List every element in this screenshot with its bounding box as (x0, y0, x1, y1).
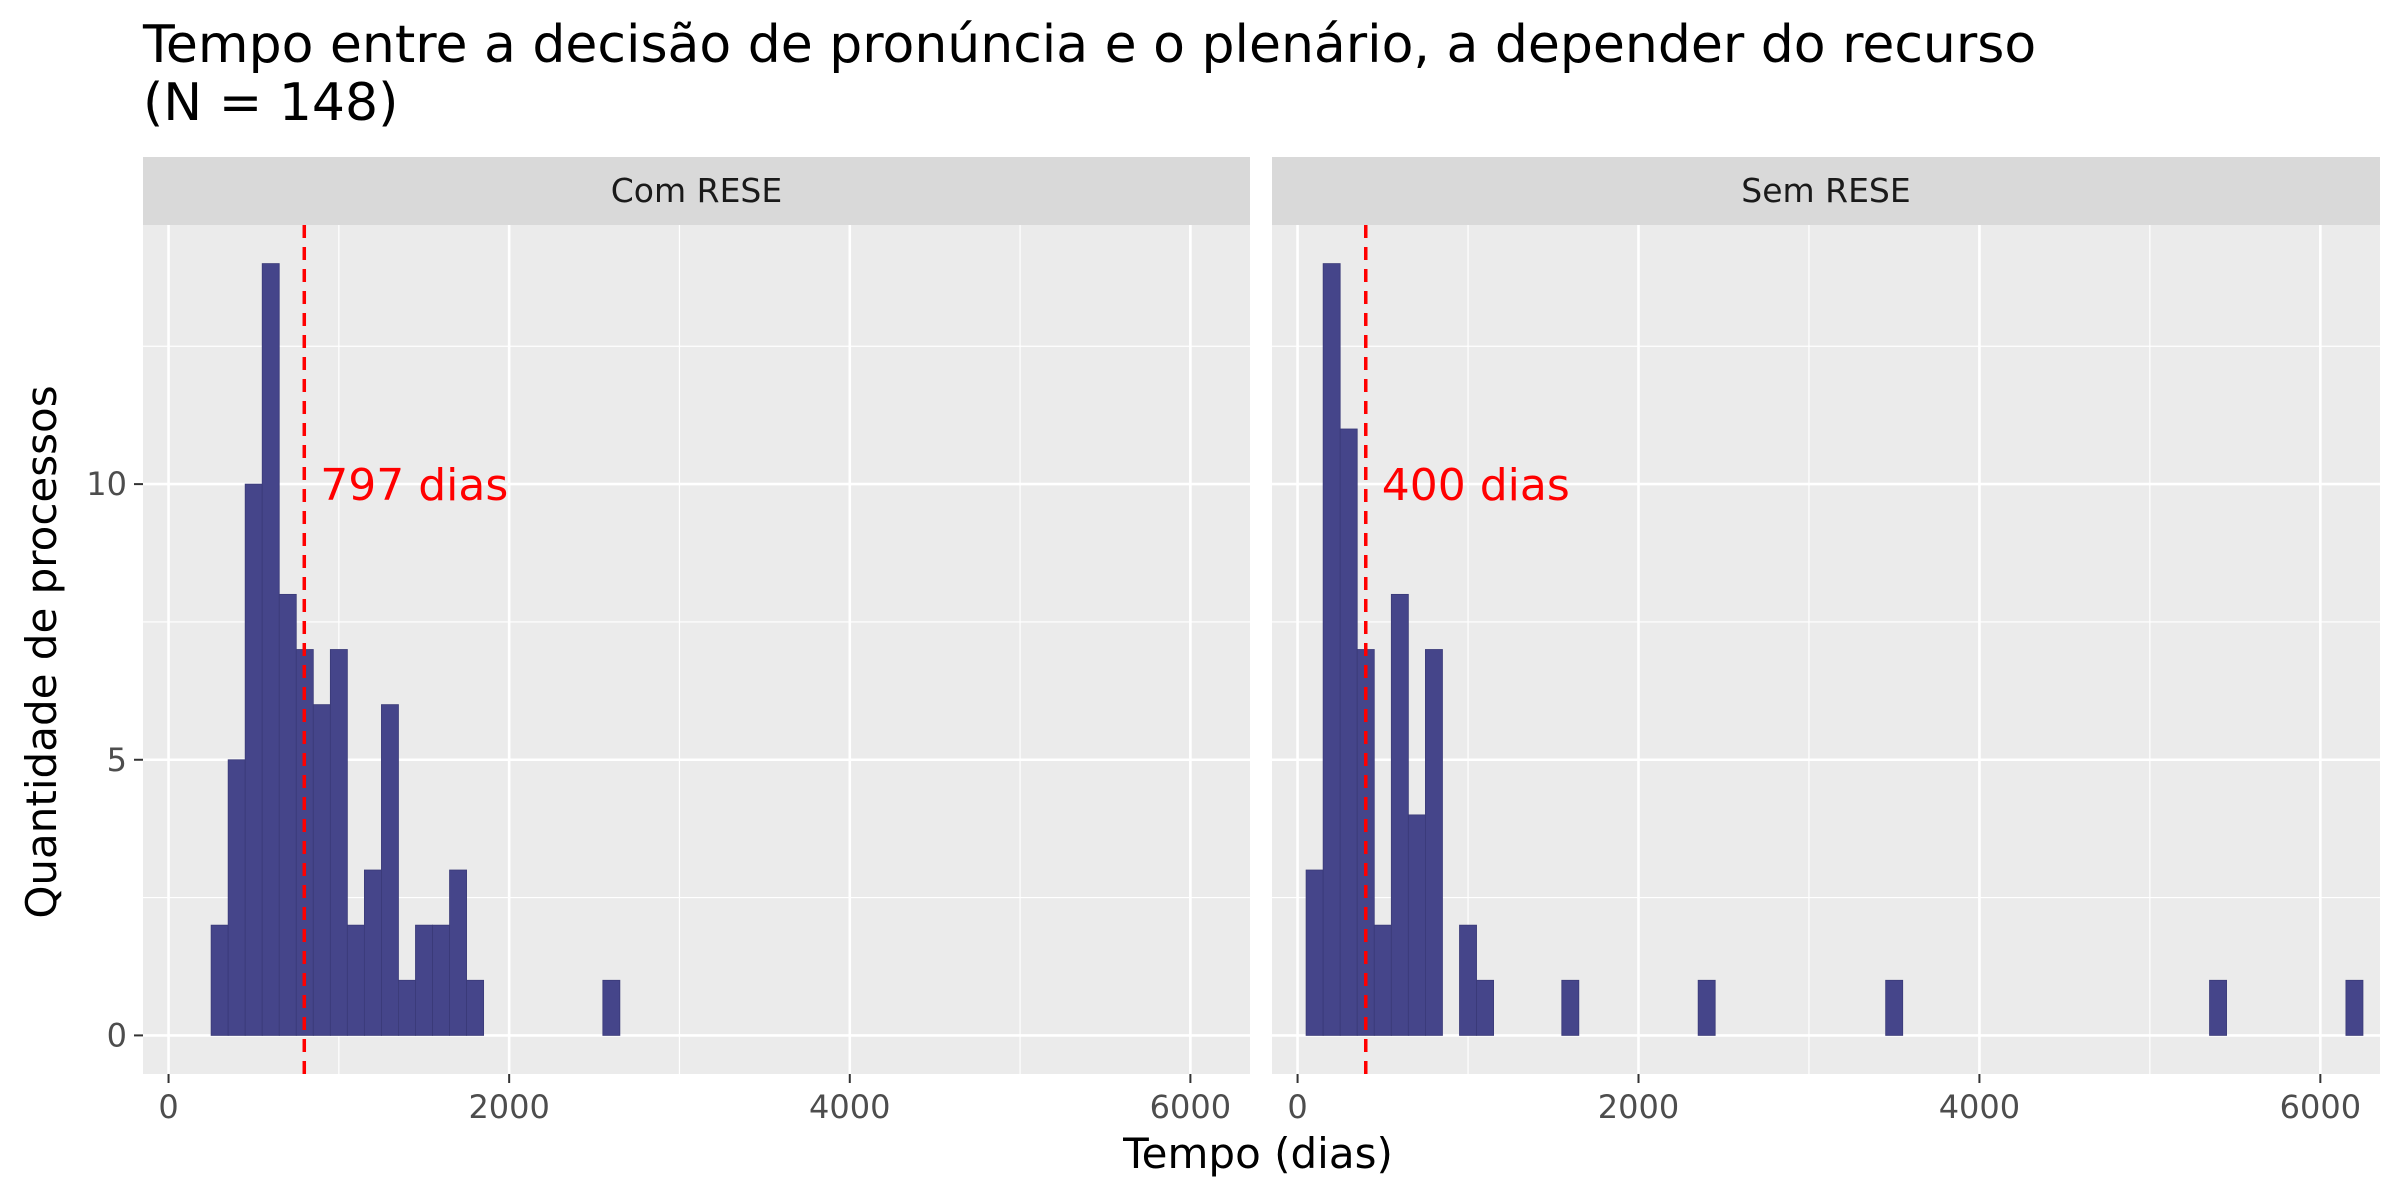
panel-com-rese: Com RESE 797 dias 0 2000 4000 6000 0 5 10 (86, 157, 1250, 1126)
histogram-bar (227, 759, 246, 1036)
y-tick-label: 0 (107, 1016, 127, 1054)
median-annotation: 797 dias (320, 460, 508, 511)
facet-strip (143, 157, 1250, 225)
x-tick-label: 6000 (1150, 1088, 1231, 1126)
x-axis-title: Tempo (dias) (1122, 1129, 1393, 1178)
histogram-bar (1407, 814, 1426, 1036)
histogram-bar (363, 869, 382, 1036)
histogram-bar (1561, 979, 1580, 1036)
x-tick-label: 4000 (1939, 1088, 2020, 1126)
chart-title: Tempo entre a decisão de pronúncia e o p… (142, 15, 2036, 75)
x-tick-label: 4000 (809, 1088, 890, 1126)
x-tick-label: 6000 (2280, 1088, 2361, 1126)
histogram-bar (381, 704, 399, 1036)
histogram-bar (1322, 263, 1341, 1036)
histogram-bar (1390, 593, 1409, 1036)
histogram-bar (1697, 979, 1716, 1036)
histogram-bar (329, 649, 348, 1036)
histogram-bar (602, 979, 621, 1036)
histogram-bar (278, 593, 297, 1036)
histogram-bar (449, 869, 467, 1036)
histogram-bar (261, 263, 280, 1036)
histogram-bar (466, 979, 485, 1036)
histogram-bar (312, 704, 331, 1036)
panel-sem-rese: Sem RESE 400 dias 0 2000 4000 6000 (1272, 157, 2380, 1126)
histogram-bar (2345, 979, 2364, 1036)
chart-subtitle: (N = 148) (143, 73, 398, 133)
x-tick-label: 2000 (468, 1088, 549, 1126)
histogram-bar (1339, 428, 1358, 1036)
x-tick-label: 2000 (1598, 1088, 1679, 1126)
histogram-bar (244, 483, 263, 1036)
histogram-bar (210, 924, 229, 1036)
median-annotation: 400 dias (1382, 460, 1570, 511)
histogram-bar (1885, 979, 1904, 1036)
histogram-bar (415, 924, 433, 1036)
x-tick-label: 0 (158, 1088, 178, 1126)
histogram-bar (1305, 869, 1324, 1036)
histogram-bar (346, 924, 365, 1036)
histogram-bar (398, 979, 416, 1036)
facet-label: Com RESE (611, 171, 782, 210)
facet-strip (1272, 157, 2380, 225)
histogram-bar (1459, 924, 1477, 1036)
histogram-bar (2209, 979, 2227, 1036)
y-axis-title: Quantidade de processos (17, 385, 66, 918)
panel-background (1272, 225, 2380, 1074)
histogram-bar (1373, 924, 1392, 1036)
histogram-bar (1476, 979, 1494, 1036)
y-tick-label: 10 (86, 465, 127, 503)
histogram-bar (1425, 649, 1443, 1036)
histogram-bar (432, 924, 450, 1036)
y-tick-label: 5 (107, 741, 127, 779)
x-tick-label: 0 (1287, 1088, 1307, 1126)
facet-label: Sem RESE (1741, 171, 1910, 210)
